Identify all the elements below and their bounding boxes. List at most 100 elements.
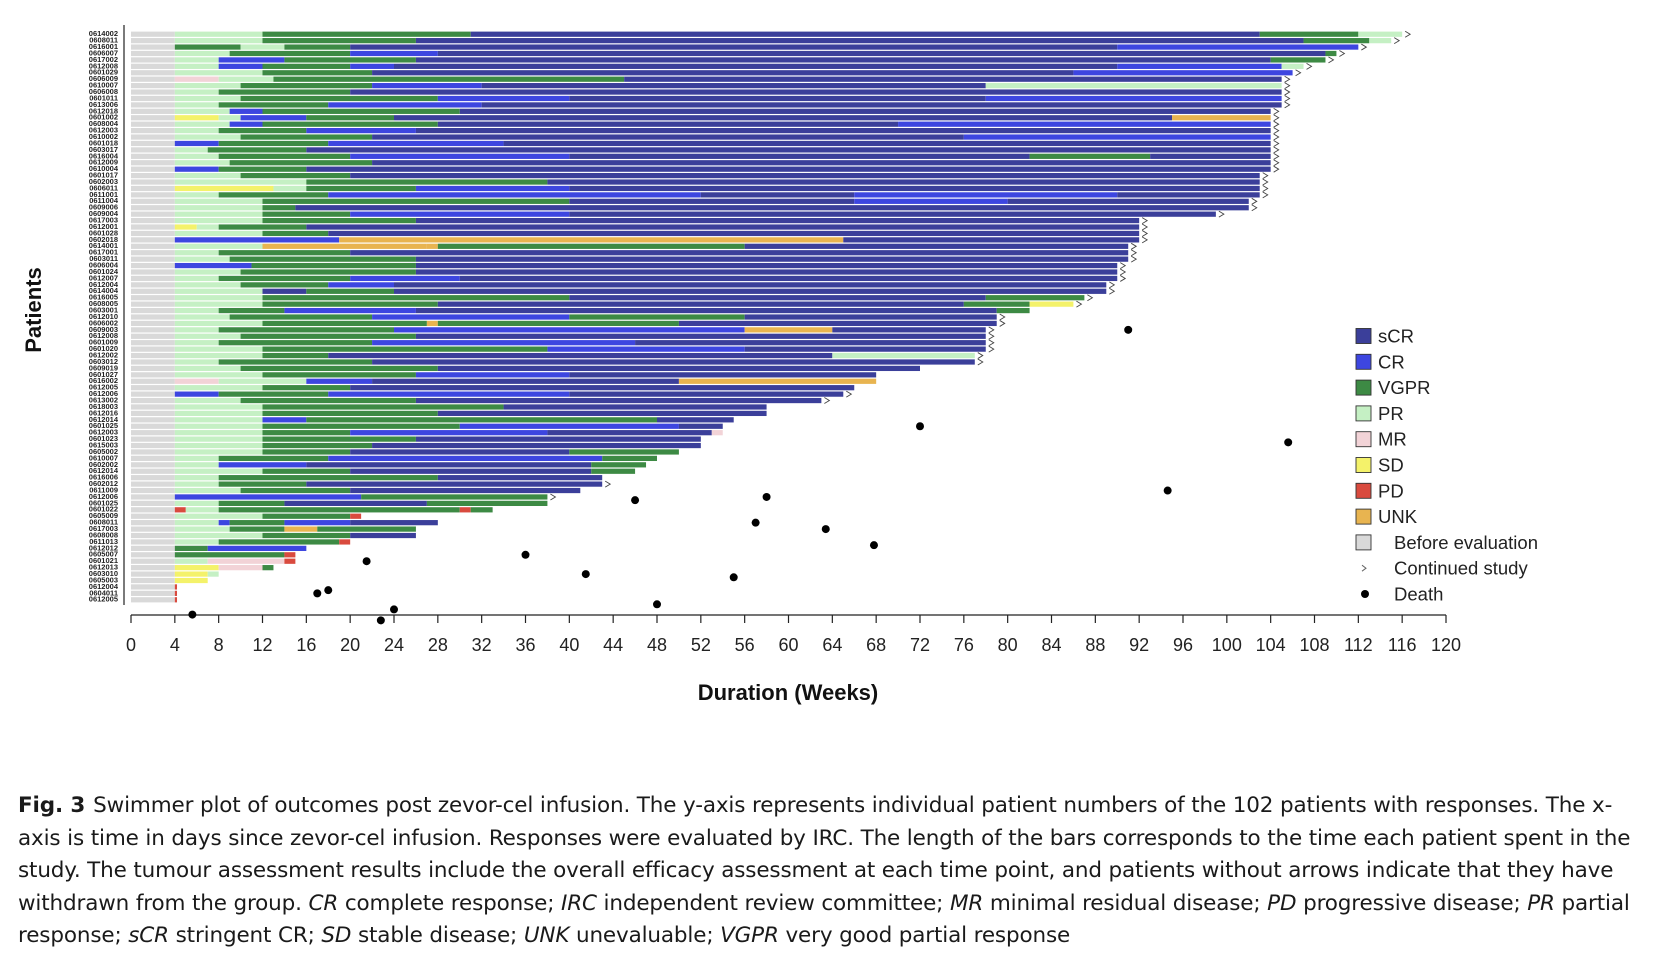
death-marker — [1124, 325, 1133, 334]
patient-id: 0603011 — [89, 254, 118, 263]
bar-segment-be — [131, 147, 175, 153]
bar-segment-cr — [229, 121, 263, 127]
bar-segment-sd — [174, 565, 219, 571]
patient-id: 0601011 — [89, 93, 118, 102]
bar-segment-scr — [744, 314, 997, 320]
legend-swatch — [1355, 405, 1372, 422]
bar-segment-pr — [174, 63, 219, 69]
bar-segment-scr — [328, 230, 1140, 237]
x-tick-label: 80 — [998, 635, 1018, 655]
continued-arrow — [1130, 255, 1138, 263]
bar-segment-scr — [372, 134, 964, 140]
bar-segment-pr — [174, 108, 230, 114]
legend-item-pd: PD — [1355, 480, 1404, 501]
bar-segment-be — [131, 462, 175, 468]
bar-segment-cr — [218, 520, 230, 526]
patient-id: 0613002 — [89, 395, 118, 404]
bar-segment-be — [131, 89, 175, 95]
legend-label: sCR — [1378, 326, 1414, 347]
bar-segment-scr — [569, 391, 844, 397]
bar-segment-pr — [185, 507, 219, 513]
patient-id: 0606009 — [89, 74, 118, 83]
bar-segment-cr — [415, 185, 570, 192]
legend-label: SD — [1378, 455, 1404, 476]
x-tick-label: 108 — [1299, 635, 1329, 655]
bar-segment-pr — [174, 83, 241, 89]
bar-segment-vgpr — [437, 243, 745, 249]
bar-segment-vgpr — [262, 513, 351, 519]
bar-segment-be — [131, 160, 175, 166]
patient-id: 0612005 — [89, 383, 118, 392]
patient-bar — [131, 410, 767, 417]
patient-bar — [131, 500, 548, 506]
patient-id: 0601027 — [89, 370, 118, 379]
continued-arrow — [1284, 101, 1291, 109]
bar-segment-be — [131, 44, 175, 50]
x-tick-label: 20 — [340, 635, 360, 655]
x-tick-label: 60 — [778, 635, 798, 655]
patient-bar — [131, 101, 1291, 109]
patient-id: 0606002 — [89, 318, 118, 327]
bar-segment-cr — [218, 57, 285, 63]
legend-item-vgpr: VGPR — [1355, 377, 1430, 398]
continued-arrow — [1273, 146, 1280, 154]
continued-arrow — [1273, 120, 1280, 128]
legend-item-scr: sCR — [1355, 326, 1414, 347]
bar-segment-vgpr — [218, 507, 460, 513]
bar-segment-vgpr — [218, 359, 373, 365]
continued-arrow — [1284, 95, 1291, 102]
bar-segment-pr — [174, 275, 219, 282]
bar-segment-be — [131, 539, 175, 545]
bar-segment-pr — [174, 423, 263, 429]
patient-id: 0616006 — [89, 473, 118, 482]
death-marker — [653, 600, 661, 609]
bar-segment-scr — [262, 288, 307, 294]
legend-label: CR — [1378, 351, 1405, 372]
bar-segment-pr — [174, 38, 263, 44]
bar-segment-pr — [218, 115, 241, 121]
bar-segment-pr — [174, 128, 219, 134]
bar-segment-be — [131, 250, 175, 256]
bar-segment-pr — [174, 513, 263, 519]
bar-segment-vgpr — [262, 205, 296, 211]
patient-id: 0602012 — [89, 479, 118, 488]
bar-segment-vgpr — [306, 288, 394, 294]
bar-segment-be — [131, 185, 175, 192]
patient-bar — [131, 69, 1302, 77]
patient-id: 0611013 — [89, 537, 118, 546]
legend-label: Death — [1394, 584, 1443, 605]
bar-segment-be — [131, 314, 175, 320]
bar-segment-vgpr — [218, 275, 351, 282]
bar-segment-cr — [350, 50, 438, 57]
continued-arrow — [604, 480, 612, 488]
patient-id: 0609003 — [89, 325, 118, 334]
bar-segment-scr — [547, 179, 1260, 185]
patient-id: 0609006 — [89, 203, 118, 212]
patient-bar — [131, 172, 1269, 179]
bar-segment-be — [131, 269, 175, 275]
patient-id: 0603001 — [89, 306, 118, 315]
bar-segment-pr — [174, 430, 263, 436]
patient-id: 0606007 — [89, 48, 118, 57]
bar-segment-pr — [174, 269, 241, 275]
bar-segment-be — [131, 449, 175, 455]
bar-segment-pr — [174, 385, 263, 391]
bar-segment-pr — [218, 76, 274, 82]
bar-segment-scr — [415, 307, 997, 314]
bar-segment-vgpr — [262, 320, 427, 327]
bar-segment-pr — [174, 102, 219, 108]
patient-bar — [131, 597, 178, 603]
patient-id: 0601025 — [89, 421, 118, 430]
x-tick-label: 4 — [170, 635, 180, 655]
patient-bar — [131, 436, 701, 442]
patient-id: 0617002 — [89, 55, 118, 64]
patient-bar — [131, 430, 723, 436]
bar-segment-unk — [339, 237, 844, 243]
bar-segment-mr — [218, 565, 263, 571]
bar-segment-pr — [1358, 31, 1403, 37]
patient-bar — [131, 332, 995, 340]
bar-segment-be — [131, 520, 175, 526]
legend-item-death: Death — [1361, 584, 1443, 605]
swimmer-plot-svg: 0614002060801106160010606007061700206120… — [21, 25, 1538, 705]
bar-segment-scr — [1007, 198, 1249, 204]
